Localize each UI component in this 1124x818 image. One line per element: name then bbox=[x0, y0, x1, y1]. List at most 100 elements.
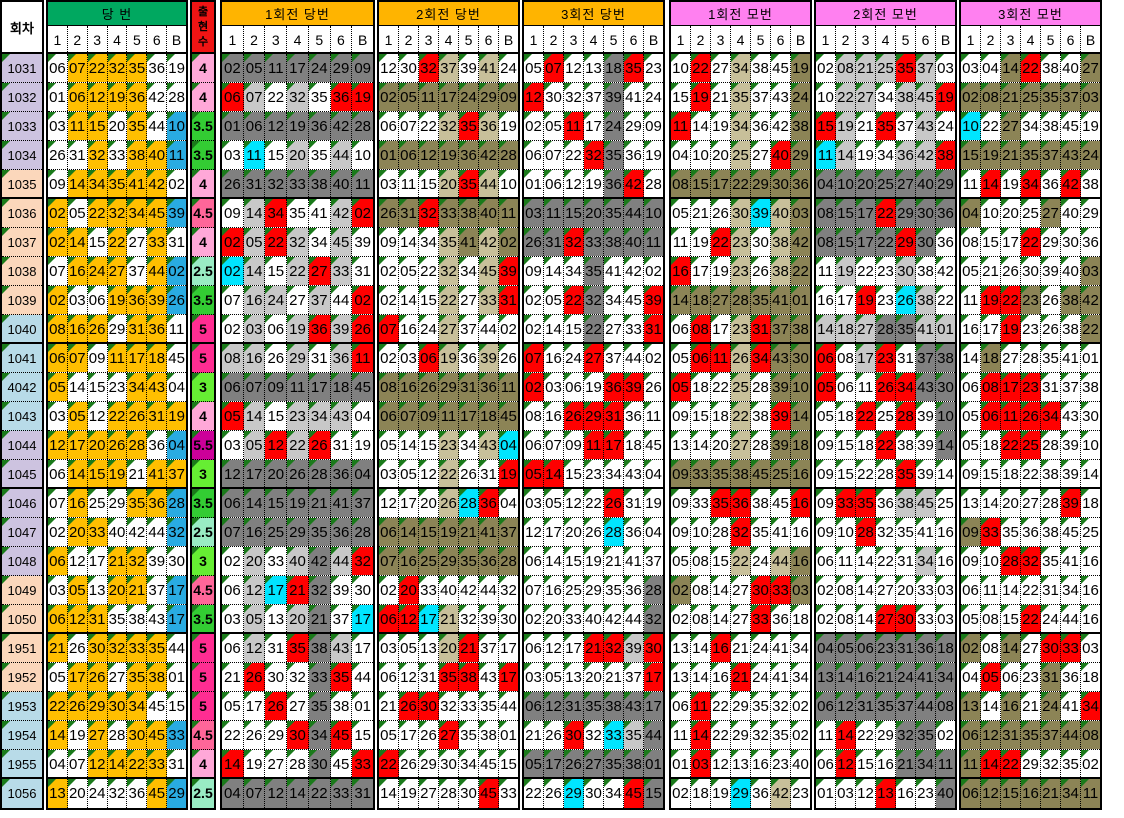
number-cell[interactable]: 06 bbox=[222, 489, 244, 517]
number-cell[interactable]: 27 bbox=[1081, 54, 1100, 82]
number-cell[interactable]: 11 bbox=[439, 402, 459, 430]
number-cell[interactable]: 24 bbox=[751, 547, 771, 575]
number-cell[interactable]: 21 bbox=[711, 83, 731, 111]
number-cell[interactable]: 41 bbox=[624, 547, 644, 575]
number-cell[interactable]: 37 bbox=[1061, 83, 1081, 111]
number-cell[interactable]: 26 bbox=[751, 257, 771, 285]
number-cell[interactable]: 06 bbox=[564, 373, 584, 401]
number-cell[interactable]: 35 bbox=[731, 83, 751, 111]
number-cell[interactable]: 17 bbox=[856, 199, 876, 227]
number-cell[interactable]: 42 bbox=[479, 141, 499, 169]
number-cell[interactable]: 21 bbox=[604, 547, 624, 575]
number-cell[interactable]: 31 bbox=[87, 605, 108, 632]
number-cell[interactable]: 24 bbox=[896, 663, 916, 691]
number-cell[interactable]: 33 bbox=[479, 286, 499, 314]
number-cell[interactable]: 22 bbox=[48, 692, 68, 720]
number-cell[interactable]: 01 bbox=[936, 315, 955, 342]
number-cell[interactable]: 22 bbox=[1001, 431, 1021, 459]
number-cell[interactable]: 06 bbox=[379, 518, 399, 546]
number-cell[interactable]: 18 bbox=[791, 431, 810, 459]
number-cell[interactable]: 29 bbox=[876, 721, 896, 749]
number-cell[interactable]: 26 bbox=[544, 721, 564, 749]
number-cell[interactable]: 36 bbox=[751, 779, 771, 808]
number-cell[interactable]: 18 bbox=[147, 344, 168, 372]
number-cell[interactable]: 07 bbox=[67, 750, 88, 777]
number-cell[interactable]: 23 bbox=[916, 779, 936, 808]
number-cell[interactable]: 24 bbox=[1041, 692, 1061, 720]
number-cell[interactable]: 12 bbox=[265, 112, 288, 140]
number-cell[interactable]: 25 bbox=[1081, 518, 1100, 546]
number-cell[interactable]: 18 bbox=[981, 431, 1001, 459]
number-cell[interactable]: 43 bbox=[771, 344, 791, 372]
number-cell[interactable]: 07 bbox=[399, 112, 419, 140]
number-cell[interactable]: 32 bbox=[499, 576, 518, 604]
number-cell[interactable]: 36 bbox=[604, 170, 624, 197]
number-cell[interactable]: 26 bbox=[419, 373, 439, 401]
number-cell[interactable]: 02 bbox=[352, 286, 374, 314]
number-cell[interactable]: 31 bbox=[751, 315, 771, 342]
number-cell[interactable]: 22 bbox=[981, 112, 1001, 140]
number-cell[interactable]: 03 bbox=[399, 344, 419, 372]
count-value[interactable]: 3.5 bbox=[192, 286, 214, 315]
number-cell[interactable]: 41 bbox=[330, 489, 353, 517]
number-cell[interactable]: 33 bbox=[916, 605, 936, 632]
number-cell[interactable]: 01 bbox=[816, 779, 836, 808]
number-cell[interactable]: 30 bbox=[1081, 402, 1100, 430]
number-cell[interactable]: 27 bbox=[604, 315, 624, 342]
number-cell[interactable]: 17 bbox=[127, 344, 148, 372]
number-cell[interactable]: 28 bbox=[711, 518, 731, 546]
number-cell[interactable]: 34 bbox=[876, 141, 896, 169]
number-cell[interactable]: 10 bbox=[961, 112, 981, 140]
number-cell[interactable]: 09 bbox=[265, 373, 288, 401]
number-cell[interactable]: 21 bbox=[48, 634, 68, 662]
number-cell[interactable]: 33 bbox=[107, 141, 128, 169]
number-cell[interactable]: 06 bbox=[524, 634, 544, 662]
number-cell[interactable]: 05 bbox=[836, 634, 856, 662]
number-cell[interactable]: 34 bbox=[731, 54, 751, 82]
number-cell[interactable]: 11 bbox=[816, 257, 836, 285]
number-cell[interactable]: 12 bbox=[419, 460, 439, 487]
number-cell[interactable]: 07 bbox=[544, 141, 564, 169]
number-cell[interactable]: 06 bbox=[222, 373, 244, 401]
number-cell[interactable]: 45 bbox=[147, 692, 168, 720]
number-cell[interactable]: 28 bbox=[876, 460, 896, 487]
round-label[interactable]: 1040 bbox=[2, 315, 42, 344]
number-cell[interactable]: 17 bbox=[856, 344, 876, 372]
number-cell[interactable]: 26 bbox=[644, 373, 663, 401]
number-cell[interactable]: 35 bbox=[896, 54, 916, 82]
number-cell[interactable]: 05 bbox=[544, 489, 564, 517]
number-cell[interactable]: 39 bbox=[479, 605, 499, 632]
number-cell[interactable]: 41 bbox=[916, 518, 936, 546]
number-cell[interactable]: 26 bbox=[459, 460, 479, 487]
count-value[interactable]: 5 bbox=[192, 344, 214, 373]
number-cell[interactable]: 29 bbox=[439, 547, 459, 575]
number-cell[interactable]: 36 bbox=[127, 83, 148, 111]
number-cell[interactable]: 12 bbox=[981, 779, 1001, 808]
number-cell[interactable]: 32 bbox=[584, 721, 604, 749]
number-cell[interactable]: 17 bbox=[1001, 373, 1021, 401]
number-cell[interactable]: 11 bbox=[107, 344, 128, 372]
number-cell[interactable]: 32 bbox=[584, 141, 604, 169]
count-value[interactable]: 3.5 bbox=[192, 605, 214, 634]
number-cell[interactable]: 27 bbox=[584, 344, 604, 372]
number-cell[interactable]: 07 bbox=[67, 344, 88, 372]
number-cell[interactable]: 38 bbox=[936, 141, 955, 169]
count-value[interactable]: 3 bbox=[192, 460, 214, 489]
count-value[interactable]: 4 bbox=[192, 83, 214, 112]
number-cell[interactable]: 37 bbox=[1061, 373, 1081, 401]
number-cell[interactable]: 44 bbox=[479, 315, 499, 342]
number-cell[interactable]: 30 bbox=[791, 344, 810, 372]
round-label[interactable]: 1954 bbox=[2, 721, 42, 750]
number-cell[interactable]: 38 bbox=[1041, 112, 1061, 140]
number-cell[interactable]: 07 bbox=[379, 547, 399, 575]
number-cell[interactable]: 28 bbox=[1041, 489, 1061, 517]
number-cell[interactable]: 22 bbox=[936, 286, 955, 314]
round-label[interactable]: 1044 bbox=[2, 431, 42, 460]
number-cell[interactable]: 04 bbox=[816, 634, 836, 662]
number-cell[interactable]: 35 bbox=[127, 112, 148, 140]
number-cell[interactable]: 03 bbox=[691, 750, 711, 777]
number-cell[interactable]: 04 bbox=[352, 402, 374, 430]
number-cell[interactable]: 30 bbox=[1041, 634, 1061, 662]
number-cell[interactable]: 22 bbox=[287, 431, 309, 459]
number-cell[interactable]: 10 bbox=[836, 170, 856, 197]
